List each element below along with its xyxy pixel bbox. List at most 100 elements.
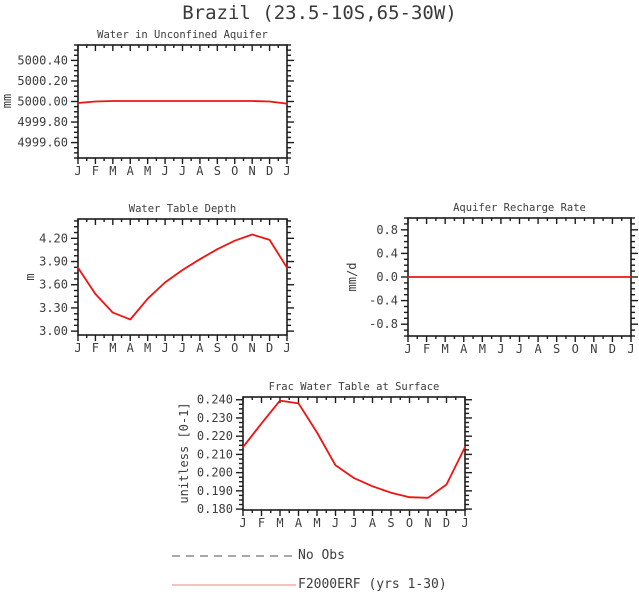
tick-labels: J F M A M J J A S O N D J-0.8-0.40.00.40.8 [369,223,635,356]
f2000erf-label: F2000ERF (yrs 1-30) [298,577,447,592]
figure-title: Brazil (23.5-10S,65-30W) [182,2,457,24]
svg-text:J: J [179,164,186,178]
legend-entry-f2000erf: F2000ERF (yrs 1-30) [172,577,447,592]
svg-text:J: J [332,516,339,530]
series-line [242,399,466,499]
svg-text:D: D [266,164,273,178]
svg-text:4.20: 4.20 [39,231,68,245]
axis-frame [77,44,288,159]
y-axis-unit-unitless: unitless [0-1] [177,402,191,504]
svg-text:A: A [460,342,468,356]
svg-text:0.190: 0.190 [197,484,233,498]
plot-title-water-in-unconfined-aquifer: Water in Unconfined Aquifer [97,29,268,41]
svg-text:S: S [214,164,221,178]
tick-marks [236,397,472,516]
plot-title-water-table-depth: Water Table Depth [128,203,237,215]
svg-text:J: J [627,342,634,356]
svg-text:A: A [295,516,303,530]
svg-text:F: F [92,341,99,355]
svg-text:3.00: 3.00 [39,324,68,338]
svg-text:0.8: 0.8 [376,223,398,237]
svg-text:M: M [144,341,151,355]
svg-text:F: F [258,516,265,530]
svg-text:J: J [239,516,246,530]
svg-text:-0.8: -0.8 [369,317,398,331]
svg-text:J: J [161,341,168,355]
svg-text:5000.20: 5000.20 [17,74,68,88]
f2000erf-line-sample [172,583,296,586]
svg-text:4999.80: 4999.80 [17,115,68,129]
series-line [77,233,288,321]
y-axis-unit-m: m [23,273,37,281]
svg-text:D: D [266,341,273,355]
svg-text:N: N [249,341,256,355]
svg-text:J: J [350,516,357,530]
svg-text:-0.4: -0.4 [369,294,398,308]
svg-text:A: A [127,164,135,178]
svg-text:D: D [443,516,450,530]
svg-text:J: J [283,164,290,178]
axis-frame [242,396,466,511]
svg-text:A: A [196,164,204,178]
plot-panel-2: J F M A M J J A S O N D J-0.8-0.40.00.40.8 [369,217,638,356]
svg-text:J: J [497,342,504,356]
svg-text:N: N [424,516,431,530]
svg-text:M: M [442,342,449,356]
svg-text:M: M [109,341,116,355]
svg-text:4999.60: 4999.60 [17,136,68,150]
svg-text:M: M [479,342,486,356]
svg-text:O: O [572,342,579,356]
svg-text:O: O [231,341,238,355]
svg-text:F: F [92,164,99,178]
svg-text:0.210: 0.210 [197,447,233,461]
svg-text:S: S [553,342,560,356]
y-axis-unit-mm: mm [0,93,14,109]
svg-text:A: A [534,342,542,356]
svg-text:0.180: 0.180 [197,502,233,516]
svg-text:M: M [276,516,283,530]
svg-text:0.4: 0.4 [376,246,398,260]
svg-text:S: S [387,516,394,530]
svg-text:J: J [179,341,186,355]
svg-text:5000.00: 5000.00 [17,95,68,109]
plot-title-frac-water-table-at-surface: Frac Water Table at Surface [268,381,440,393]
svg-text:J: J [404,342,411,356]
svg-text:3.60: 3.60 [39,278,68,292]
svg-text:0.240: 0.240 [197,393,233,407]
svg-text:J: J [74,341,81,355]
axis-frame [77,218,288,336]
svg-text:0.200: 0.200 [197,466,233,480]
svg-text:0.0: 0.0 [376,270,398,284]
svg-text:J: J [161,164,168,178]
tick-labels: J F M A M J J A S O N D J0.1800.1900.2000.2100.2200.… [197,393,469,530]
plot-panel-3: J F M A M J J A S O N D J0.1800.1900.2000.2100.2200.… [197,393,472,530]
legend-entry-no-obs: No Obs [172,548,345,563]
svg-text:D: D [609,342,616,356]
svg-text:O: O [231,164,238,178]
y-axis-unit-mm-per-day: mm/d [345,262,359,292]
tick-labels: J F M A M J J A S O N D J3.003.303.603.904.20 [39,231,291,355]
svg-text:A: A [369,516,377,530]
svg-text:J: J [283,341,290,355]
svg-text:3.30: 3.30 [39,301,68,315]
svg-text:A: A [127,341,135,355]
plot-panel-1: J F M A M J J A S O N D J3.003.303.603.904.20 [39,218,294,355]
svg-text:A: A [196,341,204,355]
svg-text:M: M [109,164,116,178]
plot-panel-0: J F M A M J J A S O N D J4999.604999.805000.005000.2… [17,44,294,178]
svg-text:N: N [249,164,256,178]
svg-text:M: M [313,516,320,530]
plot-title-aquifer-recharge-rate: Aquifer Recharge Rate [453,202,586,214]
svg-text:5000.40: 5000.40 [17,53,68,67]
svg-text:J: J [516,342,523,356]
tick-marks [71,44,294,164]
svg-text:O: O [406,516,413,530]
no-obs-label: No Obs [298,548,345,563]
svg-text:J: J [74,164,81,178]
no-obs-dashed-line-sample [172,554,296,557]
svg-text:0.230: 0.230 [197,411,233,425]
svg-text:0.220: 0.220 [197,429,233,443]
tick-labels: J F M A M J J A S O N D J4999.604999.805000.005000.2… [17,53,290,178]
